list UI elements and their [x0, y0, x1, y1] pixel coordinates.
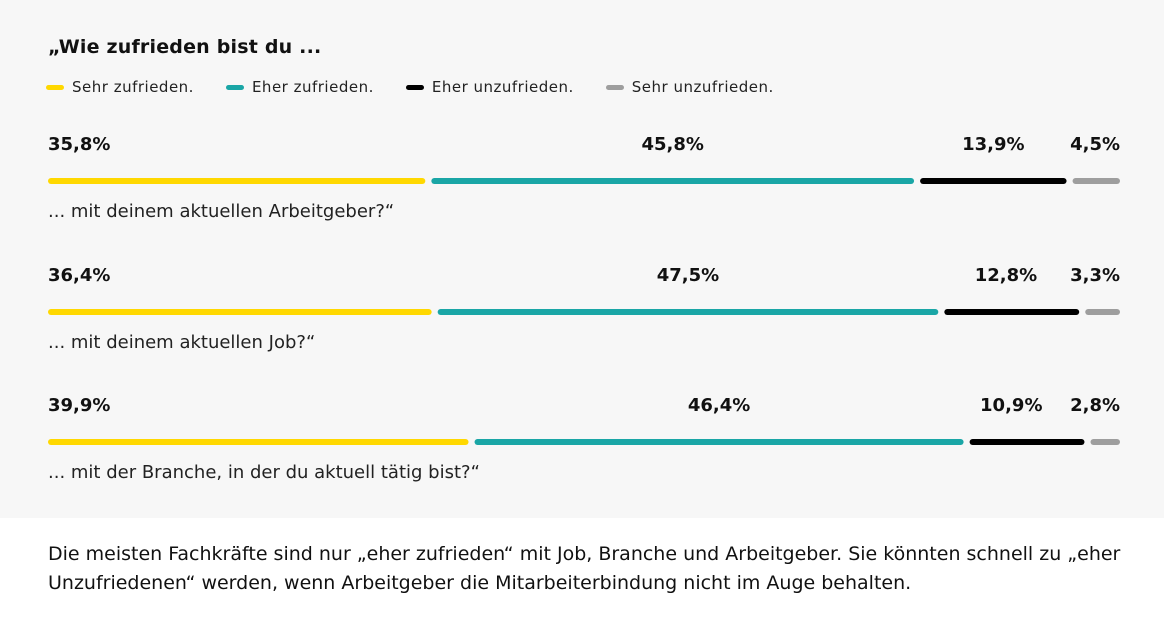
value-label-eher-zufrieden-row-3: 46,4%	[688, 395, 750, 416]
legend-swatch-sehr-unzufrieden	[605, 84, 624, 90]
value-label-sehr-unzufrieden-row-1: 4,5%	[1070, 134, 1120, 155]
stacked-bar-chart: 35,8% 45,8% 13,9% 4,5% ... mit deinem aktuel…	[48, 134, 1120, 483]
value-label-sehr-zufrieden-row-1: 35,8%	[48, 134, 110, 155]
legend-label-eher-zufrieden: Eher zufrieden.	[251, 78, 374, 96]
legend-item-sehr-zufrieden: Sehr zufrieden.	[46, 78, 194, 96]
legend-label-sehr-unzufrieden: Sehr unzufrieden.	[631, 78, 774, 96]
value-label-eher-unzufrieden-row-1: 13,9%	[962, 134, 1024, 155]
value-label-eher-zufrieden-row-2: 47,5%	[657, 265, 719, 286]
legend-label-sehr-zufrieden: Sehr zufrieden.	[72, 78, 194, 96]
value-label-eher-unzufrieden-row-3: 10,9%	[980, 395, 1042, 416]
category-label-row-2: ... mit deinem aktuellen Job?“	[48, 332, 315, 353]
category-label-row-1: ... mit deinem aktuellen Arbeitgeber?“	[48, 201, 394, 222]
value-label-sehr-zufrieden-row-3: 39,9%	[48, 395, 110, 416]
value-label-sehr-zufrieden-row-2: 36,4%	[48, 265, 110, 286]
value-label-sehr-unzufrieden-row-2: 3,3%	[1070, 265, 1120, 286]
footer-text: Die meisten Fachkräfte sind nur „eher zu…	[48, 543, 1121, 594]
legend-label-eher-unzufrieden: Eher unzufrieden.	[431, 78, 574, 96]
chart-legend: Sehr zufrieden. Eher zufrieden. Eher unz…	[46, 78, 774, 96]
value-label-eher-unzufrieden-row-2: 12,8%	[975, 265, 1037, 286]
legend-swatch-sehr-zufrieden	[46, 84, 64, 90]
legend-item-sehr-unzufrieden: Sehr unzufrieden.	[605, 78, 774, 96]
legend-swatch-eher-zufrieden	[225, 84, 244, 90]
legend-item-eher-unzufrieden: Eher unzufrieden.	[405, 78, 574, 96]
chart-title: „Wie zufrieden bist du ...	[48, 36, 322, 58]
value-label-eher-zufrieden-row-1: 45,8%	[641, 134, 703, 155]
chart-card: „Wie zufrieden bist du ... Sehr zufriede…	[46, 36, 1120, 483]
legend-item-eher-zufrieden: Eher zufrieden.	[225, 78, 374, 96]
value-label-sehr-unzufrieden-row-3: 2,8%	[1070, 395, 1120, 416]
legend-swatch-eher-unzufrieden	[405, 84, 424, 90]
category-label-row-3: ... mit der Branche, in der du aktuell t…	[48, 462, 480, 483]
